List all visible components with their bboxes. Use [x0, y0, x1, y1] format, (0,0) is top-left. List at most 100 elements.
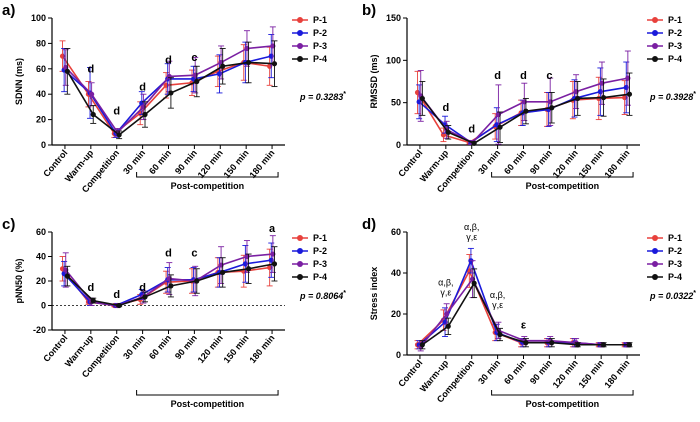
legend-label: P-1 — [313, 15, 327, 25]
x-tick-label: 30 min — [476, 148, 502, 176]
x-tick-label: 150 min — [221, 148, 250, 180]
x-tick-label: 120 min — [196, 148, 225, 180]
data-point — [64, 68, 70, 74]
significance-annotation: γ,ε — [440, 288, 451, 298]
data-point — [245, 266, 252, 272]
data-point — [626, 342, 633, 348]
legend-label: P-1 — [668, 15, 682, 25]
data-point — [575, 342, 581, 348]
post-competition-bracket — [491, 172, 634, 178]
p-value-star: * — [693, 91, 696, 98]
y-tick-label: 0 — [396, 140, 401, 150]
x-tick-label: 30 min — [121, 333, 147, 361]
legend-label: P-4 — [668, 272, 682, 282]
significance-annotation: a — [269, 223, 276, 235]
series-P-4 — [419, 268, 633, 350]
data-point — [419, 342, 425, 348]
data-point — [220, 269, 226, 276]
legend-label: P-2 — [668, 246, 682, 256]
legend-swatch-marker — [297, 261, 303, 267]
data-point — [245, 59, 252, 66]
data-point — [626, 91, 633, 97]
significance-annotation: c — [546, 70, 552, 82]
legend-swatch-marker — [652, 17, 658, 23]
legend-label: P-3 — [313, 41, 327, 51]
y-axis-label: Stress index — [369, 267, 379, 321]
y-tick-label: 60 — [391, 227, 401, 237]
x-tick-label: 60 min — [147, 148, 173, 176]
data-point — [168, 283, 174, 289]
x-tick-label: 120 min — [196, 333, 225, 365]
p-value-text: p = 0.8064 — [299, 291, 343, 301]
post-competition-label: Post-competition — [526, 181, 600, 191]
data-point — [271, 261, 278, 267]
data-point — [116, 302, 122, 309]
y-tick-label: 100 — [386, 55, 401, 65]
data-point — [445, 323, 451, 329]
significance-annotation: d — [468, 123, 475, 135]
p-value-star: * — [343, 91, 346, 98]
x-tick-label: 30 min — [476, 358, 502, 386]
legend: P-1 P-2 P-3 P-4 — [647, 15, 682, 64]
data-point — [497, 331, 503, 338]
series-P-4 — [419, 72, 633, 146]
legend-swatch-marker — [297, 235, 303, 241]
y-tick-label: 40 — [391, 268, 401, 278]
data-point — [523, 340, 529, 346]
y-tick-label: 60 — [36, 227, 46, 237]
y-tick-label: 50 — [391, 98, 401, 108]
legend-label: P-2 — [313, 246, 327, 256]
x-tick-label: 180 min — [602, 148, 631, 180]
data-point — [220, 63, 226, 69]
significance-annotation: d — [139, 81, 146, 93]
legend-swatch-marker — [652, 56, 658, 62]
legend-swatch-marker — [652, 43, 658, 49]
data-point — [142, 111, 148, 118]
legend-label: P-3 — [313, 259, 327, 269]
y-tick-label: 0 — [396, 350, 401, 360]
legend: P-1 P-2 P-3 P-4 — [647, 233, 682, 282]
p-value: p = 0.8064* — [299, 290, 346, 301]
data-point — [600, 94, 607, 101]
x-tick-label: 30 min — [121, 148, 147, 176]
series-P-4 — [64, 40, 278, 140]
p-value-text: p = 0.3928 — [649, 92, 693, 102]
data-point — [89, 91, 95, 97]
x-tick-label: 180 min — [247, 148, 276, 180]
x-tick-label: 150 min — [576, 148, 605, 180]
significance-annotation: d — [113, 289, 120, 301]
significance-annotation: d — [165, 55, 172, 67]
data-point — [471, 140, 477, 146]
data-point — [549, 105, 555, 111]
data-point — [497, 124, 503, 130]
significance-annotation: d — [442, 102, 449, 114]
x-tick-label: 120 min — [551, 148, 580, 180]
x-tick-label: 90 min — [173, 333, 199, 361]
significance-annotation: α,β, — [490, 290, 505, 300]
data-point — [194, 278, 200, 284]
legend-swatch-marker — [297, 248, 303, 254]
x-tick-label: 150 min — [221, 333, 250, 365]
p-value: p = 0.3928* — [649, 91, 696, 102]
series-line — [418, 258, 627, 346]
series-P-3 — [62, 26, 276, 137]
legend-label: P-1 — [668, 233, 682, 243]
y-tick-label: 150 — [386, 13, 401, 23]
data-point — [168, 90, 174, 96]
y-tick-label: 20 — [36, 115, 46, 125]
x-tick-label: 90 min — [173, 148, 199, 176]
legend: P-1 P-2 P-3 P-4 — [292, 15, 327, 64]
data-point — [549, 340, 555, 346]
legend-swatch-marker — [652, 274, 658, 280]
post-competition-label: Post-competition — [526, 399, 600, 409]
x-tick-label: 90 min — [528, 148, 554, 176]
post-competition-label: Post-competition — [171, 399, 245, 409]
data-point — [142, 294, 148, 300]
y-tick-label: 60 — [36, 64, 46, 74]
significance-annotation: d — [87, 282, 94, 294]
panel-letter: a) — [2, 2, 15, 19]
